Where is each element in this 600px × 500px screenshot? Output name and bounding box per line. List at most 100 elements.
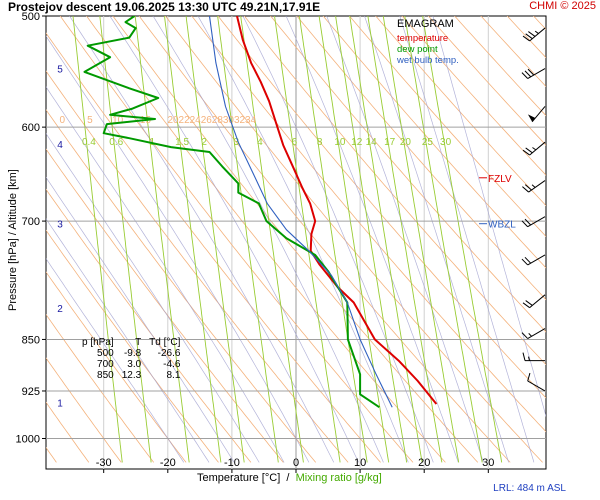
dry-adiabat (46, 109, 317, 463)
table-cell: 500 (97, 348, 114, 359)
table-cell: 3.0 (127, 359, 142, 370)
x-tick-label: 30 (482, 457, 494, 469)
moist-adiabat (326, 16, 484, 463)
mixing-ratio-line (99, 16, 152, 463)
p-tick-label: 700 (22, 216, 40, 228)
barb-half-feather (532, 147, 537, 151)
mixing-ratio-label: 0.6 (109, 137, 123, 148)
moist-adiabat (46, 133, 260, 463)
grid: 0.4 0.6 1 1.5 2 3 4 6 8 10 12 14 17 20 25 30-5 0 5 10 15 20 2… (46, 16, 546, 469)
x-tick-label: -10 (224, 457, 240, 469)
barb-half-feather (531, 184, 536, 188)
table-cell: -9.8 (123, 348, 142, 359)
legend-dew-point: dew point (397, 44, 438, 55)
table-header: T (135, 337, 142, 348)
mixing-ratio-line (422, 16, 503, 463)
mixing-ratio-label: 10 (334, 137, 346, 148)
mixing-ratio-line (382, 16, 460, 463)
dry-adiabat (46, 70, 349, 463)
barb-feather (524, 70, 532, 78)
dry-adiabat (375, 16, 546, 207)
launch-level: LRL: 484 m ASL (493, 483, 566, 494)
altitude-tick-label: 2 (57, 304, 63, 315)
dry-adiabat (46, 229, 219, 463)
table-cell: 12.3 (121, 370, 142, 381)
mixing-ratio-line (318, 16, 390, 463)
barb-feather (522, 35, 530, 42)
barb-feather (524, 218, 532, 226)
mixing-ratio-axis-label: Mixing ratio [g/kg] (295, 472, 382, 484)
wind-barb (521, 68, 546, 79)
altitude-tick-label: 4 (57, 140, 63, 151)
table-cell: 8.1 (166, 370, 181, 381)
mixing-ratio-line (404, 16, 483, 463)
barb-feather (522, 186, 529, 193)
p-tick-label: 600 (22, 122, 40, 134)
legend-wet-bulb: wet bulb temp. (397, 55, 459, 66)
wind-barbs (521, 27, 546, 392)
theta-label: 30 (223, 115, 235, 126)
legend: EMAGRAM temperature dew point wet bulb t… (397, 18, 459, 67)
series-wet-bulb-temp (208, 16, 393, 408)
theta-label: 10 (112, 115, 124, 126)
barb-half-feather (528, 356, 530, 361)
mixing-ratio-line (274, 16, 341, 463)
table-header: p [hPa] (82, 337, 114, 348)
table-cell: 700 (97, 359, 114, 370)
mixing-ratio-line (367, 16, 443, 463)
mixing-ratio-label: 20 (400, 137, 412, 148)
dry-adiabat (46, 148, 284, 463)
table-header: Td [°C] (149, 337, 181, 348)
moist-adiabat (432, 16, 546, 418)
x-tick-label: -30 (96, 457, 112, 469)
barb-feather (521, 220, 529, 228)
theta-label: 0 (59, 115, 65, 126)
table-cell: -26.6 (157, 348, 181, 359)
mixing-ratio-line (72, 16, 123, 463)
table-row: 700 3.0 -4.6 (78, 359, 184, 370)
mixing-ratio-label: 2 (201, 137, 207, 148)
altitude-tick-label: 5 (57, 65, 63, 76)
mixing-ratio-label: 25 (422, 137, 434, 148)
mixing-ratio-label: 3 (233, 137, 239, 148)
wind-barb (521, 254, 546, 266)
moist-adiabat (46, 86, 285, 463)
wind-barb (522, 352, 545, 362)
wind-barb (522, 180, 546, 193)
theta-label: 26 (201, 115, 213, 126)
altitude-tick-label: 1 (57, 399, 63, 410)
dry-adiabat (112, 16, 479, 463)
dry-adiabat (427, 16, 546, 146)
theta-label: 32 (234, 115, 246, 126)
mixing-ratio-label: 8 (317, 137, 323, 148)
legend-title: EMAGRAM (397, 18, 454, 30)
axis-label-separator: / (286, 472, 290, 484)
wind-barb (522, 141, 546, 156)
barb-staff (527, 328, 546, 340)
theta-label: 22 (179, 115, 191, 126)
series-temperature (236, 16, 438, 405)
theta-label: 28 (212, 115, 224, 126)
copyright: CHMI © 2025 (529, 0, 596, 12)
altitude-tick-label: 3 (57, 220, 63, 231)
dry-adiabat (46, 357, 122, 463)
p-tick-label: 850 (22, 334, 40, 346)
series-dew-point (83, 16, 380, 409)
legend-temperature: temperature (397, 33, 449, 44)
mixing-ratio-label: 14 (366, 137, 378, 148)
moist-adiabat (46, 176, 235, 463)
table-header-row: p [hPa] T Td [°C] (78, 337, 184, 348)
mixing-ratio-line (134, 16, 190, 463)
x-tick-label: 20 (418, 457, 430, 469)
barb-staff (527, 380, 546, 392)
mixing-ratio-line (298, 16, 368, 463)
dry-adiabat (191, 16, 546, 433)
theta-label: 20 (167, 115, 179, 126)
wind-barb (522, 294, 546, 309)
dry-adiabat (86, 16, 446, 463)
dry-adiabat (454, 16, 546, 117)
moist-adiabat (46, 35, 310, 463)
x-tick-label: -20 (160, 457, 176, 469)
wind-barb (527, 372, 546, 392)
